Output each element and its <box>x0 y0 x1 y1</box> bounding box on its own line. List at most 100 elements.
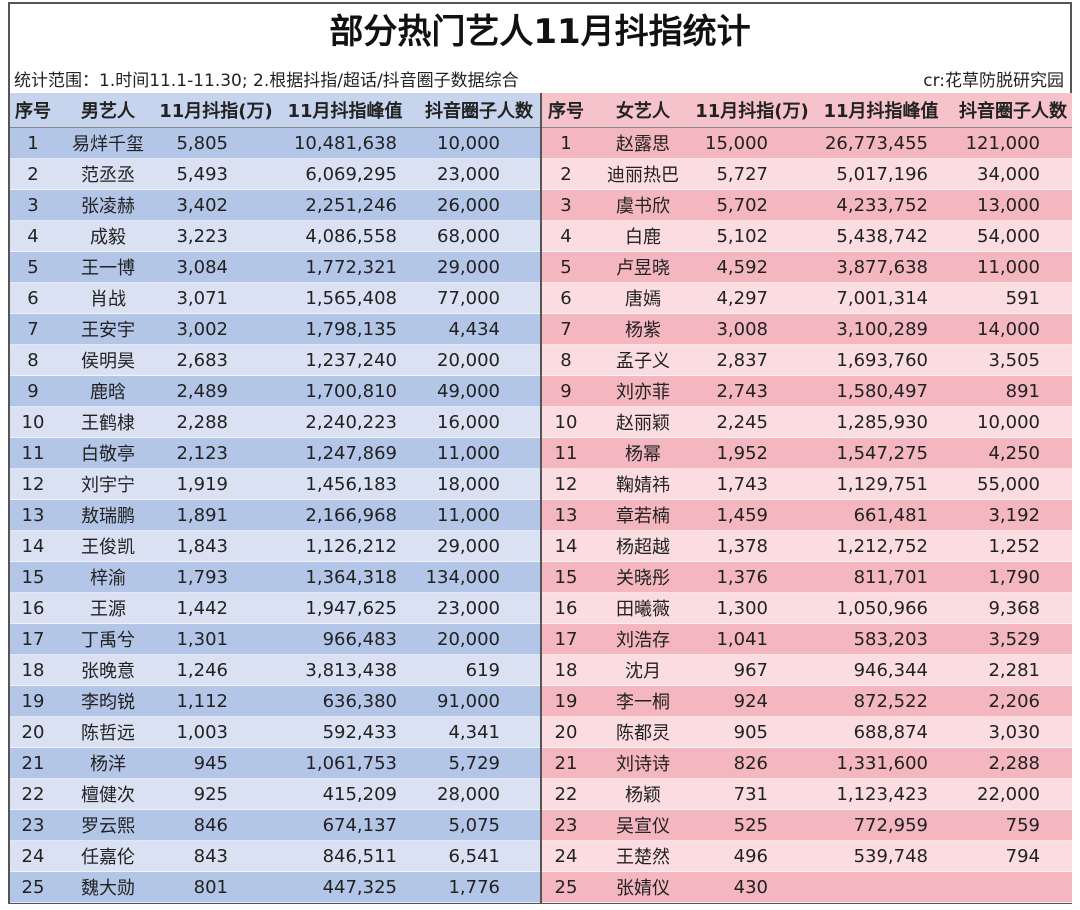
column-header: 11月抖指(万) <box>159 101 273 122</box>
value-cell: 843 <box>193 845 228 867</box>
artist-name: 檀健次 <box>81 785 135 806</box>
rank: 20 <box>21 721 45 743</box>
rank: 2 <box>560 163 572 185</box>
value-cell: 121,000 <box>965 132 1040 154</box>
rank: 16 <box>21 597 45 619</box>
rank: 1 <box>560 132 572 154</box>
value-cell: 946,344 <box>853 659 928 681</box>
value-cell: 15,000 <box>705 132 768 154</box>
rank: 20 <box>554 721 578 743</box>
table-row: 6 肖战 3,071 1,565,408 77,000 <box>10 283 540 314</box>
artist-name: 白敬亭 <box>81 444 135 465</box>
rank: 19 <box>21 690 45 712</box>
value-cell: 3,529 <box>988 628 1040 650</box>
value-cell: 1,919 <box>176 473 228 495</box>
value-cell: 1,459 <box>716 504 768 526</box>
value-cell: 26,773,455 <box>824 132 928 154</box>
value-cell: 23,000 <box>437 597 500 619</box>
column-header: 序号 <box>548 101 584 122</box>
value-cell: 1,252 <box>988 535 1040 557</box>
artist-name: 白鹿 <box>625 227 661 248</box>
table-row: 16 王源 1,442 1,947,625 23,000 <box>10 593 540 624</box>
artist-name: 王安宇 <box>81 320 135 341</box>
rank: 15 <box>554 566 578 588</box>
table-row: 24 任嘉伦 843 846,511 6,541 <box>10 841 540 872</box>
rank: 14 <box>21 535 45 557</box>
value-cell: 1,952 <box>716 442 768 464</box>
value-cell: 7,001,314 <box>836 287 928 309</box>
artist-name: 赵露思 <box>616 134 670 155</box>
table-row: 19 李昀锐 1,112 636,380 91,000 <box>10 686 540 717</box>
artist-name: 沈月 <box>625 661 661 682</box>
table-row: 14 王俊凯 1,843 1,126,212 29,000 <box>10 531 540 562</box>
table-row: 22 杨颖 731 1,123,423 22,000 <box>542 779 1072 810</box>
rank: 24 <box>554 845 578 867</box>
value-cell: 801 <box>193 876 228 898</box>
rank: 3 <box>560 194 572 216</box>
value-cell: 2,743 <box>716 380 768 402</box>
artist-name: 王俊凯 <box>81 537 135 558</box>
table-row: 2 迪丽热巴 5,727 5,017,196 34,000 <box>542 159 1072 190</box>
artist-name: 王楚然 <box>616 847 670 868</box>
value-cell: 1,580,497 <box>836 380 928 402</box>
value-cell: 1,237,240 <box>305 349 397 371</box>
value-cell: 496 <box>733 845 768 867</box>
rank: 25 <box>21 876 45 898</box>
value-cell: 1,126,212 <box>305 535 397 557</box>
rank: 13 <box>21 504 45 526</box>
value-cell: 1,246 <box>176 659 228 681</box>
value-cell: 3,402 <box>176 194 228 216</box>
rank: 21 <box>21 752 45 774</box>
value-cell: 661,481 <box>853 504 928 526</box>
value-cell: 2,166,968 <box>305 504 397 526</box>
rank: 24 <box>21 845 45 867</box>
value-cell: 5,729 <box>448 752 500 774</box>
rank: 19 <box>554 690 578 712</box>
value-cell: 1,843 <box>176 535 228 557</box>
value-cell: 688,874 <box>853 721 928 743</box>
title: 部分热门艺人11月抖指统计 <box>329 12 751 52</box>
value-cell: 3,100,289 <box>836 318 928 340</box>
column-header: 11月抖指峰值 <box>823 101 939 122</box>
table-row: 23 吴宣仪 525 772,959 759 <box>542 810 1072 841</box>
artist-name: 李昀锐 <box>81 692 135 713</box>
value-cell: 430 <box>733 876 768 898</box>
value-cell: 1,041 <box>716 628 768 650</box>
column-header: 抖音圈子人数 <box>425 101 533 122</box>
value-cell: 14,000 <box>977 318 1040 340</box>
value-cell: 1,123,423 <box>836 783 928 805</box>
value-cell: 525 <box>733 814 768 836</box>
value-cell: 619 <box>465 659 500 681</box>
value-cell: 18,000 <box>437 473 500 495</box>
rank: 15 <box>21 566 45 588</box>
artist-name: 梓渝 <box>90 568 126 589</box>
value-cell: 54,000 <box>977 225 1040 247</box>
value-cell: 11,000 <box>977 256 1040 278</box>
rank: 6 <box>27 287 39 309</box>
value-cell: 2,683 <box>176 349 228 371</box>
value-cell: 4,233,752 <box>836 194 928 216</box>
table-row: 22 檀健次 925 415,209 28,000 <box>10 779 540 810</box>
rank: 4 <box>560 225 572 247</box>
table-row: 19 李一桐 924 872,522 2,206 <box>542 686 1072 717</box>
value-cell: 1,212,752 <box>836 535 928 557</box>
value-cell: 759 <box>1005 814 1040 836</box>
artist-name: 刘诗诗 <box>616 754 670 775</box>
artist-name: 王鹤棣 <box>81 413 135 434</box>
column-header: 男艺人 <box>81 101 135 122</box>
value-cell: 13,000 <box>977 194 1040 216</box>
value-cell: 3,223 <box>176 225 228 247</box>
value-cell: 1,129,751 <box>836 473 928 495</box>
rank: 5 <box>27 256 39 278</box>
table-row: 8 孟子义 2,837 1,693,760 3,505 <box>542 345 1072 376</box>
value-cell: 2,245 <box>716 411 768 433</box>
artist-name: 陈都灵 <box>616 723 670 744</box>
value-cell: 539,748 <box>853 845 928 867</box>
value-cell: 1,947,625 <box>305 597 397 619</box>
value-cell: 1,776 <box>448 876 500 898</box>
rank: 10 <box>21 411 45 433</box>
rank: 21 <box>554 752 578 774</box>
value-cell: 1,378 <box>716 535 768 557</box>
artist-name: 田曦薇 <box>616 599 670 620</box>
value-cell: 3,192 <box>988 504 1040 526</box>
